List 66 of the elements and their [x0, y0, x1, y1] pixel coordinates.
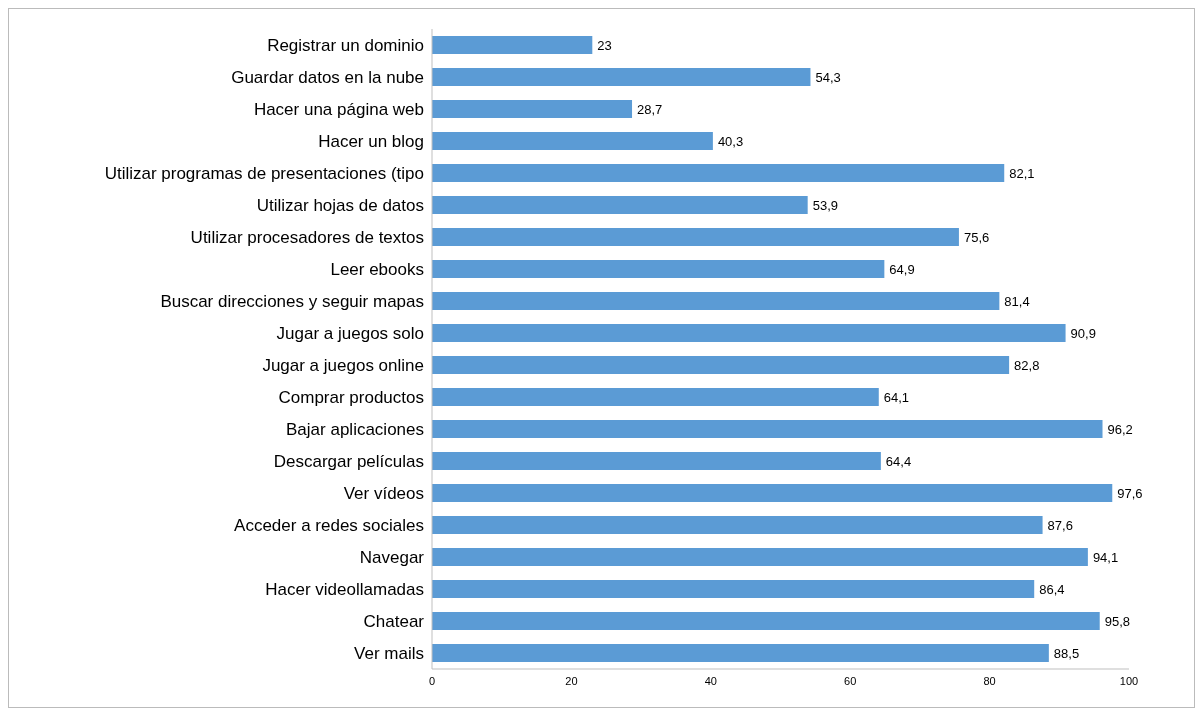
data-label: 96,2: [1107, 421, 1133, 437]
bar: [432, 516, 1043, 535]
y-tick-label: Comprar productos: [278, 388, 424, 408]
bar: [432, 356, 1010, 375]
bar: [432, 324, 1066, 343]
bar: [432, 228, 959, 247]
data-label: 82,1: [1009, 165, 1035, 181]
data-label: 95,8: [1104, 613, 1131, 629]
y-tick-label: Descargar películas: [273, 452, 424, 472]
bar: [432, 164, 1005, 183]
y-tick-label: Chatear: [363, 612, 425, 632]
data-label: 88,5: [1053, 645, 1080, 661]
bar: [432, 644, 1049, 663]
bar: [432, 68, 811, 87]
y-tick-label: Ver mails: [354, 644, 424, 664]
y-tick-label: Hacer una página web: [253, 100, 424, 120]
data-label: 28,7: [637, 101, 663, 117]
y-tick-label: Utilizar hojas de datos: [256, 196, 424, 216]
x-tick-label: 40: [704, 674, 717, 687]
bar: [432, 36, 593, 55]
data-label: 53,9: [812, 197, 838, 213]
data-label: 64,1: [883, 389, 910, 405]
bar: [432, 484, 1113, 503]
data-label: 94,1: [1092, 549, 1119, 565]
data-label: 64,9: [889, 261, 915, 277]
bar: [432, 196, 808, 215]
data-label: 64,4: [885, 453, 912, 469]
data-label: 90,9: [1070, 325, 1096, 341]
y-tick-label: Bajar aplicaciones: [286, 420, 424, 440]
y-tick-label: Hacer un blog: [318, 132, 424, 152]
bar: [432, 580, 1035, 599]
y-tick-label: Guardar datos en la nube: [231, 68, 424, 88]
x-tick-label: 100: [1119, 674, 1139, 687]
y-tick-label: Utilizar procesadores de textos: [190, 228, 424, 248]
x-tick-label: 20: [565, 674, 578, 687]
bar: [432, 132, 713, 151]
x-tick-label: 80: [983, 674, 996, 687]
x-tick-label: 0: [428, 674, 436, 687]
bar: [432, 420, 1103, 439]
data-label: 81,4: [1004, 293, 1030, 309]
y-tick-label: Buscar direcciones y seguir mapas: [160, 292, 424, 312]
data-label: 86,4: [1039, 581, 1065, 597]
y-tick-label: Jugar a juegos online: [262, 356, 424, 376]
data-label: 23: [597, 37, 612, 53]
y-tick-label: Hacer videollamadas: [265, 580, 424, 600]
data-label: 87,6: [1047, 517, 1073, 533]
y-tick-label: Acceder a redes sociales: [234, 516, 424, 536]
data-label: 54,3: [815, 69, 841, 85]
bar: [432, 388, 879, 407]
y-tick-label: Jugar a juegos solo: [276, 324, 424, 344]
data-label: 97,6: [1117, 485, 1143, 501]
bar: [432, 612, 1100, 631]
bar: [432, 452, 881, 471]
data-label: 82,8: [1014, 357, 1040, 373]
bar: [432, 100, 633, 119]
y-tick-label: Navegar: [359, 548, 425, 568]
y-tick-label: Registrar un dominio: [267, 36, 424, 56]
y-tick-label: Ver vídeos: [343, 484, 424, 504]
data-label: 75,6: [963, 229, 990, 245]
data-label: 40,3: [717, 133, 744, 149]
bar: [432, 548, 1088, 567]
y-tick-label: Utilizar programas de presentaciones (tipo: [104, 164, 424, 184]
bar: [432, 260, 885, 279]
y-tick-label: Leer ebooks: [330, 260, 424, 280]
x-tick-label: 60: [844, 674, 857, 687]
bar: [432, 292, 1000, 311]
